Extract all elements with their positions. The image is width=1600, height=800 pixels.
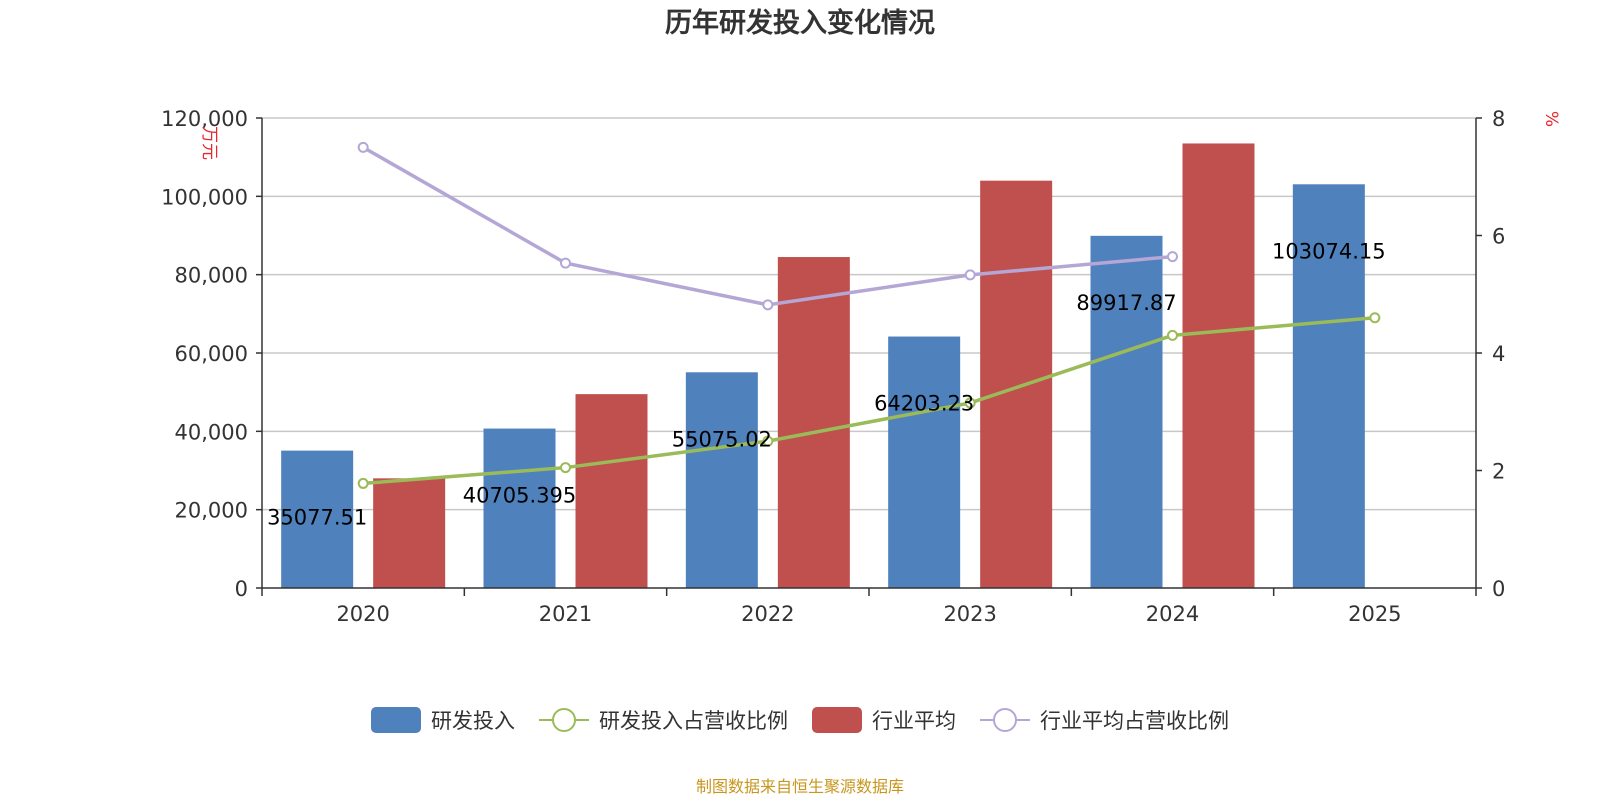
point-研发投入占营收比例 (1369, 312, 1381, 324)
x-tick-label: 2021 (539, 602, 592, 626)
x-tick-label: 2024 (1146, 602, 1199, 626)
legend-swatch-研发投入 (371, 707, 421, 733)
right-axis-unit: % (1541, 111, 1561, 127)
data-label: 40705.395 (463, 484, 577, 508)
bar-研发投入-2022 (685, 372, 758, 588)
bar-研发投入-2021 (483, 428, 556, 588)
bar-研发投入-2023 (888, 336, 961, 588)
bar-研发投入-2020 (281, 450, 354, 588)
point-行业平均占营收比例 (357, 141, 369, 153)
point-研发投入占营收比例 (964, 397, 976, 409)
left-tick-label: 20,000 (175, 499, 248, 523)
axes: 0 20,000 40,000 60,000 80,000 100,000 120,000 0… (161, 107, 1561, 626)
point-行业平均占营收比例 (762, 299, 774, 311)
data-label: 64203.23 (874, 392, 974, 416)
data-label: 35077.51 (267, 506, 367, 530)
bar-研发投入-2025 (1292, 184, 1365, 588)
left-tick-label: 120,000 (161, 107, 248, 131)
legend-label: 研发投入 (431, 709, 515, 733)
data-label: 89917.87 (1076, 291, 1176, 315)
grid-lines (262, 117, 1476, 511)
lines (357, 141, 1381, 489)
x-tick-label: 2020 (336, 602, 389, 626)
point-行业平均占营收比例 (964, 269, 976, 281)
right-tick-label: 0 (1492, 577, 1505, 601)
legend-label: 行业平均 (872, 709, 956, 733)
right-tick-label: 2 (1492, 460, 1505, 484)
data-labels: 35077.51 40705.395 55075.02 64203.23 89917.8… (267, 239, 1386, 529)
point-研发投入占营收比例 (1167, 329, 1178, 341)
legend: 研发投入 研发投入占营收比例 行业平均 行业平均占营收比例 (371, 707, 1229, 733)
bar-行业平均-2021 (575, 394, 648, 588)
point-研发投入占营收比例 (560, 462, 571, 474)
right-tick-label: 6 (1492, 225, 1505, 249)
left-axis-unit: 万元 (199, 126, 219, 160)
bar-行业平均-2023 (980, 180, 1053, 588)
left-tick-label: 80,000 (175, 264, 248, 288)
data-label: 55075.02 (672, 427, 772, 451)
legend-label: 行业平均占营收比例 (1040, 709, 1229, 733)
x-tick-label: 2022 (741, 602, 794, 626)
left-tick-label: 40,000 (175, 420, 248, 444)
left-tick-label: 0 (235, 577, 248, 601)
legend-marker-研发投入占营收比例 (552, 708, 576, 732)
bars (281, 143, 1365, 589)
source-note: 制图数据来自恒生聚源数据库 (696, 777, 904, 796)
bar-行业平均-2022 (777, 257, 850, 588)
left-tick-label: 100,000 (161, 185, 248, 209)
right-tick-label: 8 (1492, 107, 1505, 131)
legend-label: 研发投入占营收比例 (599, 709, 788, 733)
point-行业平均占营收比例 (1167, 251, 1178, 263)
x-tick-label: 2023 (943, 602, 996, 626)
legend-marker-行业平均占营收比例 (993, 708, 1017, 732)
chart-title: 历年研发投入变化情况 (665, 7, 935, 39)
legend-swatch-行业平均 (812, 707, 862, 733)
bar-研发投入-2024 (1090, 235, 1163, 589)
point-行业平均占营收比例 (560, 257, 571, 269)
bar-行业平均-2020 (373, 478, 446, 588)
right-tick-label: 4 (1492, 342, 1505, 366)
point-研发投入占营收比例 (357, 477, 369, 489)
data-label: 103074.15 (1272, 239, 1386, 263)
point-研发投入占营收比例 (762, 435, 774, 447)
left-tick-label: 60,000 (175, 342, 248, 366)
bar-行业平均-2024 (1182, 143, 1255, 589)
line-研发投入占营收比例 (363, 316, 1375, 486)
x-tick-label: 2025 (1348, 602, 1401, 626)
